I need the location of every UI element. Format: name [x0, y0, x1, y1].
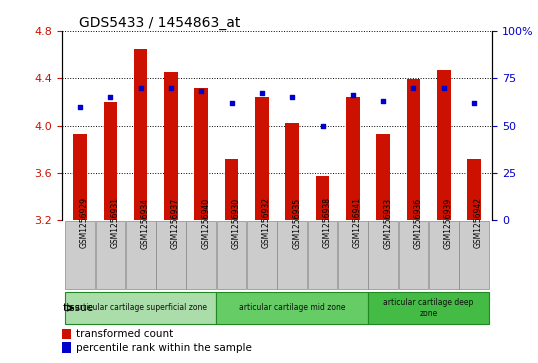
- Bar: [316, 176, 329, 220]
- Text: GSM1256937: GSM1256937: [171, 197, 180, 249]
- Point: [318, 123, 327, 129]
- FancyBboxPatch shape: [187, 221, 216, 289]
- Text: GDS5433 / 1454863_at: GDS5433 / 1454863_at: [79, 16, 240, 30]
- Bar: [194, 87, 208, 220]
- FancyBboxPatch shape: [429, 221, 458, 289]
- FancyBboxPatch shape: [65, 292, 216, 324]
- Text: GSM1256941: GSM1256941: [353, 197, 362, 249]
- Point: [470, 100, 478, 106]
- Text: GSM1256933: GSM1256933: [383, 197, 392, 249]
- Text: GSM1256934: GSM1256934: [140, 197, 150, 249]
- FancyBboxPatch shape: [247, 221, 277, 289]
- Text: GSM1256940: GSM1256940: [201, 197, 210, 249]
- Text: GSM1256935: GSM1256935: [292, 197, 301, 249]
- Bar: [255, 97, 269, 220]
- FancyBboxPatch shape: [308, 221, 337, 289]
- Point: [106, 94, 115, 100]
- Bar: [437, 70, 451, 220]
- Bar: [62, 342, 72, 353]
- Bar: [134, 49, 147, 220]
- Text: articular cartilage mid zone: articular cartilage mid zone: [239, 303, 345, 313]
- Point: [76, 104, 84, 110]
- Text: GSM1256942: GSM1256942: [474, 197, 483, 249]
- FancyBboxPatch shape: [338, 221, 367, 289]
- Text: tissue: tissue: [63, 303, 94, 313]
- Bar: [468, 159, 481, 220]
- Point: [227, 100, 236, 106]
- Text: GSM1256936: GSM1256936: [414, 197, 422, 249]
- FancyBboxPatch shape: [216, 292, 368, 324]
- Point: [136, 85, 145, 90]
- Point: [197, 89, 206, 94]
- FancyBboxPatch shape: [369, 221, 398, 289]
- Bar: [377, 134, 390, 220]
- Text: GSM1256929: GSM1256929: [80, 197, 89, 249]
- Bar: [285, 123, 299, 220]
- Point: [349, 92, 357, 98]
- Point: [288, 94, 296, 100]
- Text: GSM1256938: GSM1256938: [323, 197, 331, 249]
- Bar: [73, 134, 87, 220]
- Text: transformed count: transformed count: [76, 329, 173, 339]
- Text: GSM1256931: GSM1256931: [110, 197, 119, 249]
- Bar: [62, 329, 72, 339]
- Text: articular cartilage deep
zone: articular cartilage deep zone: [384, 298, 474, 318]
- FancyBboxPatch shape: [96, 221, 125, 289]
- Point: [258, 90, 266, 96]
- FancyBboxPatch shape: [459, 221, 489, 289]
- FancyBboxPatch shape: [399, 221, 428, 289]
- Text: GSM1256939: GSM1256939: [444, 197, 453, 249]
- Text: GSM1256930: GSM1256930: [231, 197, 240, 249]
- FancyBboxPatch shape: [368, 292, 489, 324]
- Text: articular cartilage superficial zone: articular cartilage superficial zone: [75, 303, 207, 313]
- Point: [379, 98, 387, 104]
- FancyBboxPatch shape: [126, 221, 155, 289]
- Point: [409, 85, 418, 90]
- Bar: [407, 79, 420, 220]
- FancyBboxPatch shape: [156, 221, 186, 289]
- Text: GSM1256932: GSM1256932: [262, 197, 271, 249]
- Text: percentile rank within the sample: percentile rank within the sample: [76, 343, 252, 353]
- FancyBboxPatch shape: [217, 221, 246, 289]
- Bar: [346, 97, 360, 220]
- Bar: [103, 102, 117, 220]
- Bar: [164, 72, 178, 220]
- FancyBboxPatch shape: [65, 221, 95, 289]
- FancyBboxPatch shape: [278, 221, 307, 289]
- Point: [167, 85, 175, 90]
- Point: [440, 85, 448, 90]
- Bar: [225, 159, 238, 220]
